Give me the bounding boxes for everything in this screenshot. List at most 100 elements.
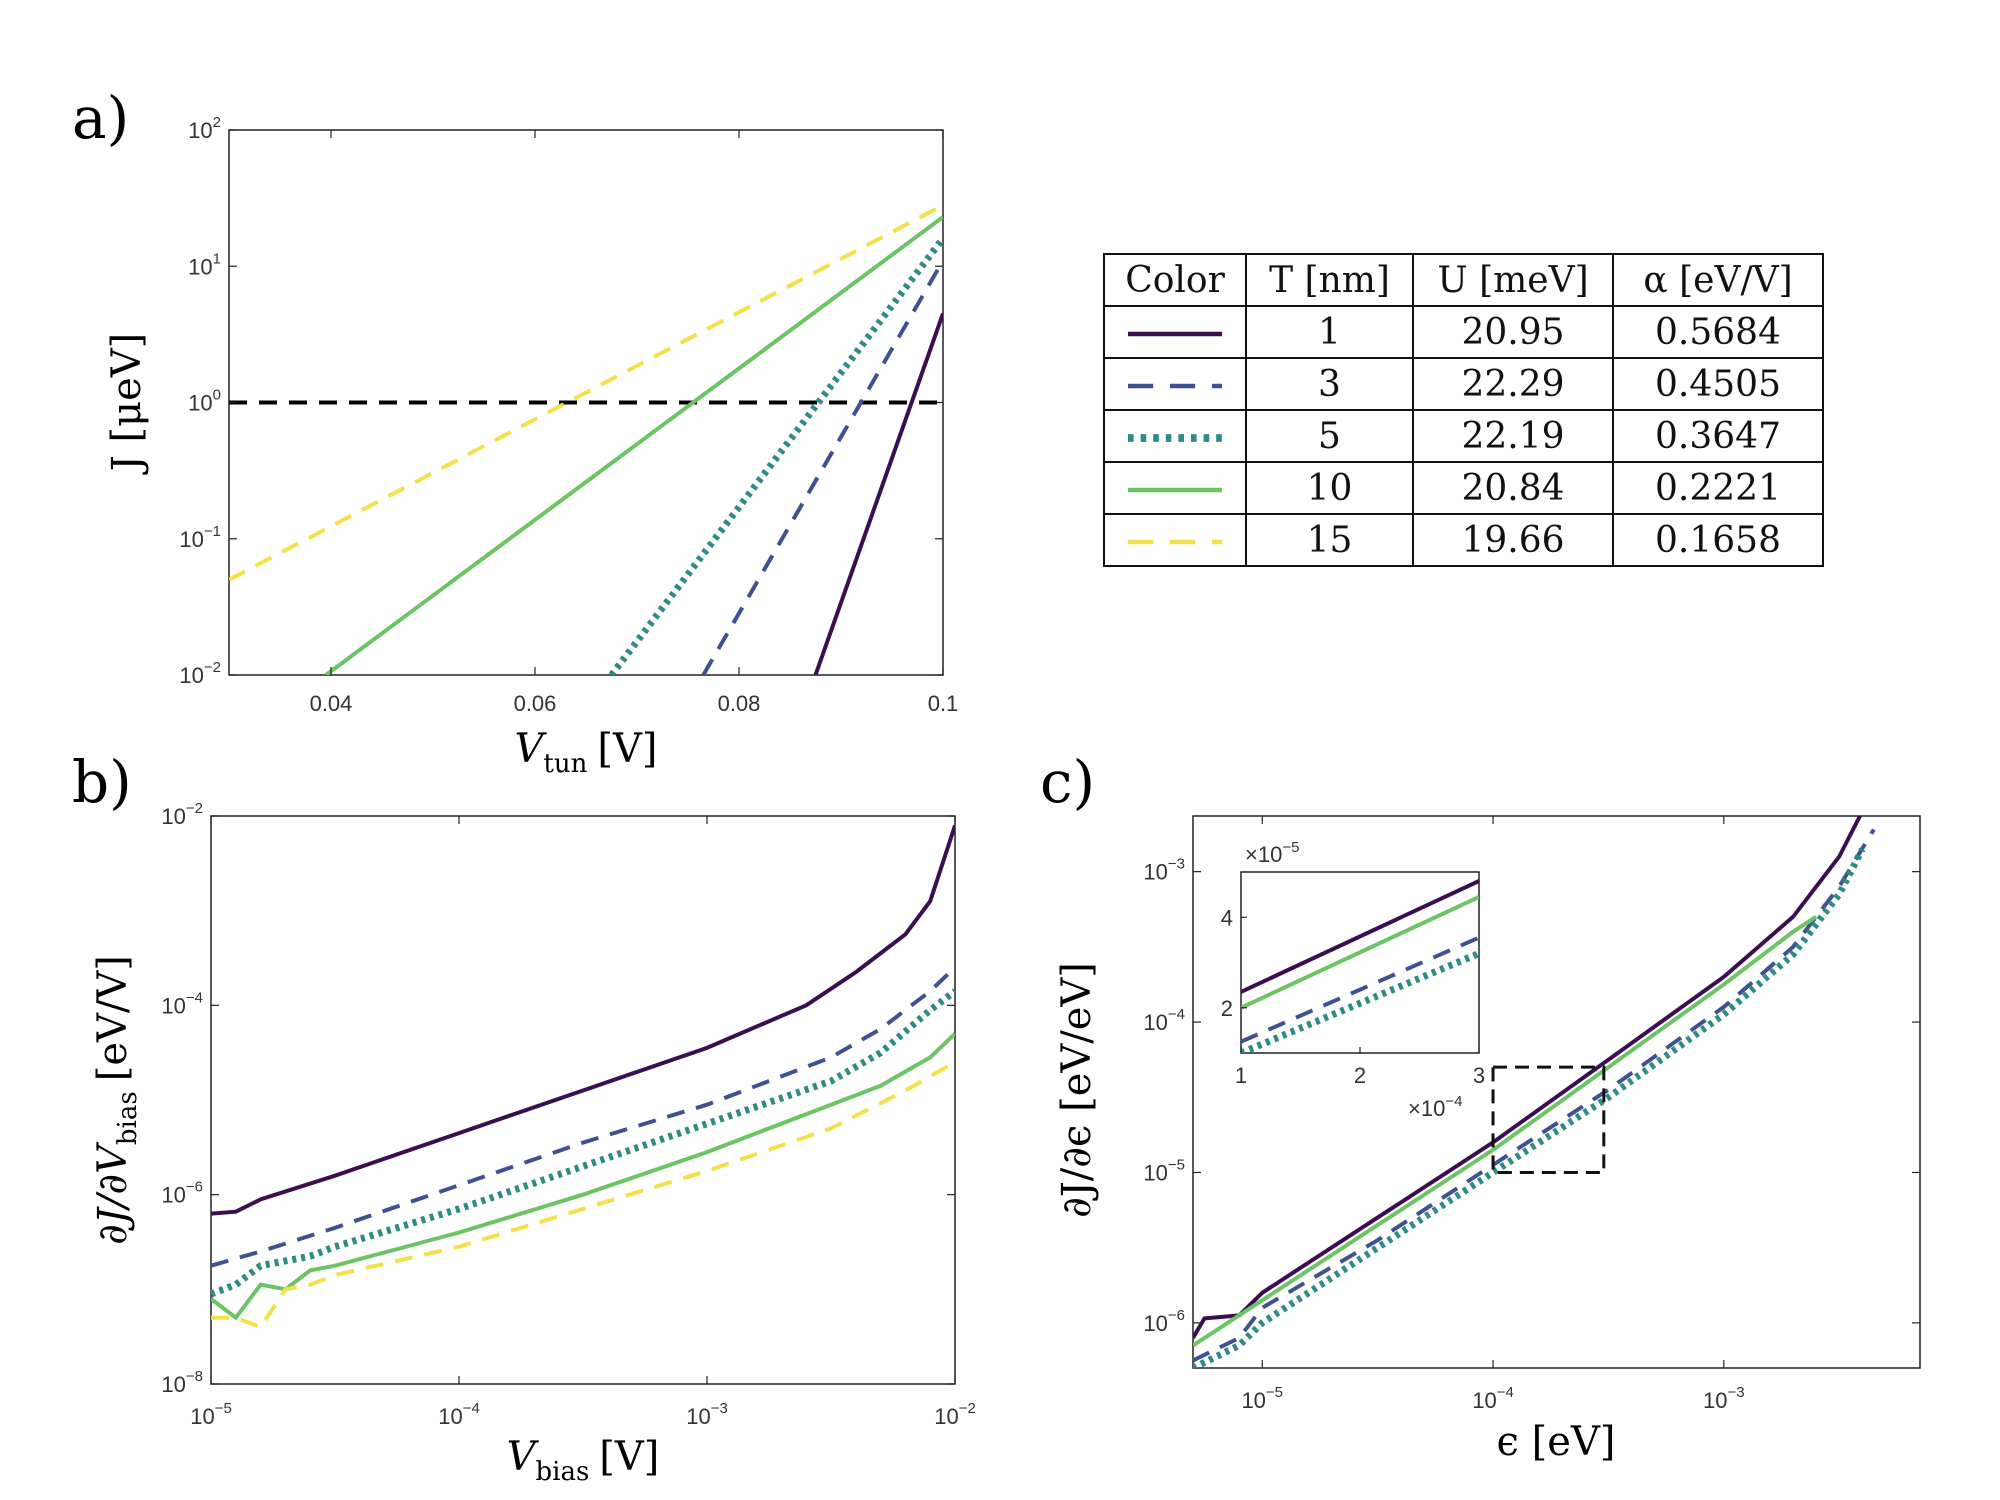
legend-alpha: 0.2221	[1612, 461, 1824, 515]
legend-swatch-line	[1128, 331, 1222, 336]
legend-swatch	[1103, 357, 1247, 411]
legend-table: Color T [nm] U [meV] α [eV/V] 1 20.95 0.…	[1103, 253, 1824, 567]
legend-u: 20.84	[1412, 461, 1614, 515]
inset-y-tick-label: 4	[1221, 905, 1233, 930]
inset-y-multiplier: ×10−5	[1245, 839, 1299, 867]
legend-u: 22.19	[1412, 409, 1614, 463]
y-tick-label: 10−4	[1143, 1006, 1185, 1035]
series-line-T-1	[813, 312, 943, 675]
inset-x-multiplier: ×10−4	[1408, 1093, 1462, 1121]
inset-y-tick-label: 2	[1221, 996, 1233, 1021]
panel-b-ylabel: ∂J/∂Vbias[eV/V]	[90, 955, 143, 1245]
legend-swatch-line	[1128, 383, 1222, 388]
legend-row: 3 22.29 0.4505	[1103, 357, 1824, 411]
panel-c-label: c)	[1040, 748, 1095, 816]
inset-x-tick-label: 2	[1354, 1063, 1366, 1088]
legend-swatch	[1103, 409, 1247, 463]
legend-t: 10	[1245, 461, 1414, 515]
series-line-T-15	[211, 1060, 955, 1330]
series-line-T-3	[1241, 935, 1479, 1044]
panel-c-ylabel: ∂J/∂ϵ [eV/eV]	[1054, 962, 1100, 1218]
y-tick-label: 10−6	[1143, 1307, 1185, 1336]
panel-a-label: a)	[72, 84, 129, 152]
series-line-T-10	[211, 1032, 955, 1321]
legend-u: 22.29	[1412, 357, 1614, 411]
series-line-T-10	[324, 215, 943, 675]
series-line-T-1	[1241, 879, 1479, 994]
x-tick-label: 10−4	[438, 1400, 480, 1429]
y-tick-label: 100	[188, 387, 221, 416]
y-tick-label: 10−3	[1143, 856, 1185, 885]
legend-header-u: U [meV]	[1412, 253, 1614, 307]
y-tick-label: 10−2	[179, 659, 221, 688]
series-line-T-1	[211, 824, 955, 1216]
series-line-T-10	[1193, 915, 1818, 1348]
panel-b-frame	[210, 815, 956, 1385]
panel-c-frame	[1192, 815, 1921, 1369]
x-tick-label: 10−3	[1703, 1384, 1745, 1413]
inset-chart: 1 2 3 2 4 ×10−5 ×10−4	[1221, 839, 1485, 1121]
legend-swatch	[1103, 461, 1247, 515]
x-tick-label: 10−4	[1472, 1384, 1514, 1413]
legend-alpha: 0.4505	[1612, 357, 1824, 411]
panel-a-chart: 0.04 0.06 0.08 0.1 102 101 100 10−1 10−2 Vtun [V…	[104, 114, 958, 779]
legend-u: 19.66	[1412, 513, 1614, 567]
panel-b-label: b)	[72, 748, 132, 816]
legend-row: 5 22.19 0.3647	[1103, 409, 1824, 463]
legend-t: 5	[1245, 409, 1414, 463]
series-line-T-15	[229, 203, 943, 582]
y-tick-label: 10−8	[161, 1368, 203, 1397]
x-tick-label: 0.04	[310, 691, 353, 716]
x-tick-label: 10−3	[686, 1400, 728, 1429]
panel-b-xlabel: Vbias [V]	[507, 1434, 660, 1487]
legend-row: 15 19.66 0.1658	[1103, 513, 1824, 567]
legend-row: 10 20.84 0.2221	[1103, 461, 1824, 515]
zoom-box	[1491, 1065, 1606, 1174]
series-line-T-5	[1241, 950, 1479, 1053]
x-tick-label: 0.06	[514, 691, 557, 716]
series-line-T-3	[211, 966, 955, 1268]
legend-alpha: 0.1658	[1612, 513, 1824, 567]
x-tick-label: 10−5	[1241, 1384, 1283, 1413]
series-line-T-10	[1241, 895, 1479, 1010]
legend-swatch	[1103, 305, 1247, 359]
inset-x-tick-label: 1	[1235, 1063, 1247, 1088]
x-tick-label: 0.08	[718, 691, 761, 716]
x-tick-label: 10−2	[934, 1400, 976, 1429]
series-line-T-3	[1193, 828, 1876, 1363]
legend-header-color: Color	[1103, 253, 1247, 307]
panel-a-xlabel: Vtun [V]	[515, 726, 658, 779]
legend-u: 20.95	[1412, 305, 1614, 359]
panel-c-chart: 10−5 10−4 10−3 10−3 10−4 10−5 10−6 ϵ [eV] ∂J/…	[1054, 815, 1921, 1465]
legend-swatch-line	[1128, 433, 1222, 442]
legend-swatch-line	[1128, 539, 1222, 544]
legend-row: 1 20.95 0.5684	[1103, 305, 1824, 359]
legend-alpha: 0.5684	[1612, 305, 1824, 359]
legend-swatch	[1103, 513, 1247, 567]
legend-header-alpha: α [eV/V]	[1612, 253, 1824, 307]
panel-c-xlabel: ϵ [eV]	[1497, 1419, 1616, 1465]
y-tick-label: 10−4	[161, 989, 203, 1018]
y-tick-label: 102	[188, 114, 221, 143]
legend-swatch-line	[1128, 487, 1222, 492]
legend-alpha: 0.3647	[1612, 409, 1824, 463]
legend-t: 15	[1245, 513, 1414, 567]
series-line-T-5	[608, 236, 943, 675]
y-tick-label: 101	[188, 250, 221, 279]
series-line-T-3	[701, 259, 943, 675]
x-tick-label: 10−5	[190, 1400, 232, 1429]
legend-t: 1	[1245, 305, 1414, 359]
legend-t: 3	[1245, 357, 1414, 411]
y-tick-label: 10−1	[179, 523, 221, 552]
series-line-T-5	[1193, 847, 1866, 1368]
legend-header-row: Color T [nm] U [meV] α [eV/V]	[1103, 253, 1824, 307]
x-tick-label: 0.1	[928, 691, 959, 716]
inset-x-tick-label: 3	[1473, 1063, 1485, 1088]
panel-a-ylabel: J [μeV]	[104, 333, 150, 476]
y-tick-label: 10−5	[1143, 1156, 1185, 1185]
y-tick-label: 10−6	[161, 1179, 203, 1208]
panel-b-chart: 10−5 10−4 10−3 10−2 10−2 10−4 10−6 10−8 Vbias[…	[90, 800, 976, 1487]
legend-header-t: T [nm]	[1245, 253, 1414, 307]
y-tick-label: 10−2	[161, 800, 203, 829]
